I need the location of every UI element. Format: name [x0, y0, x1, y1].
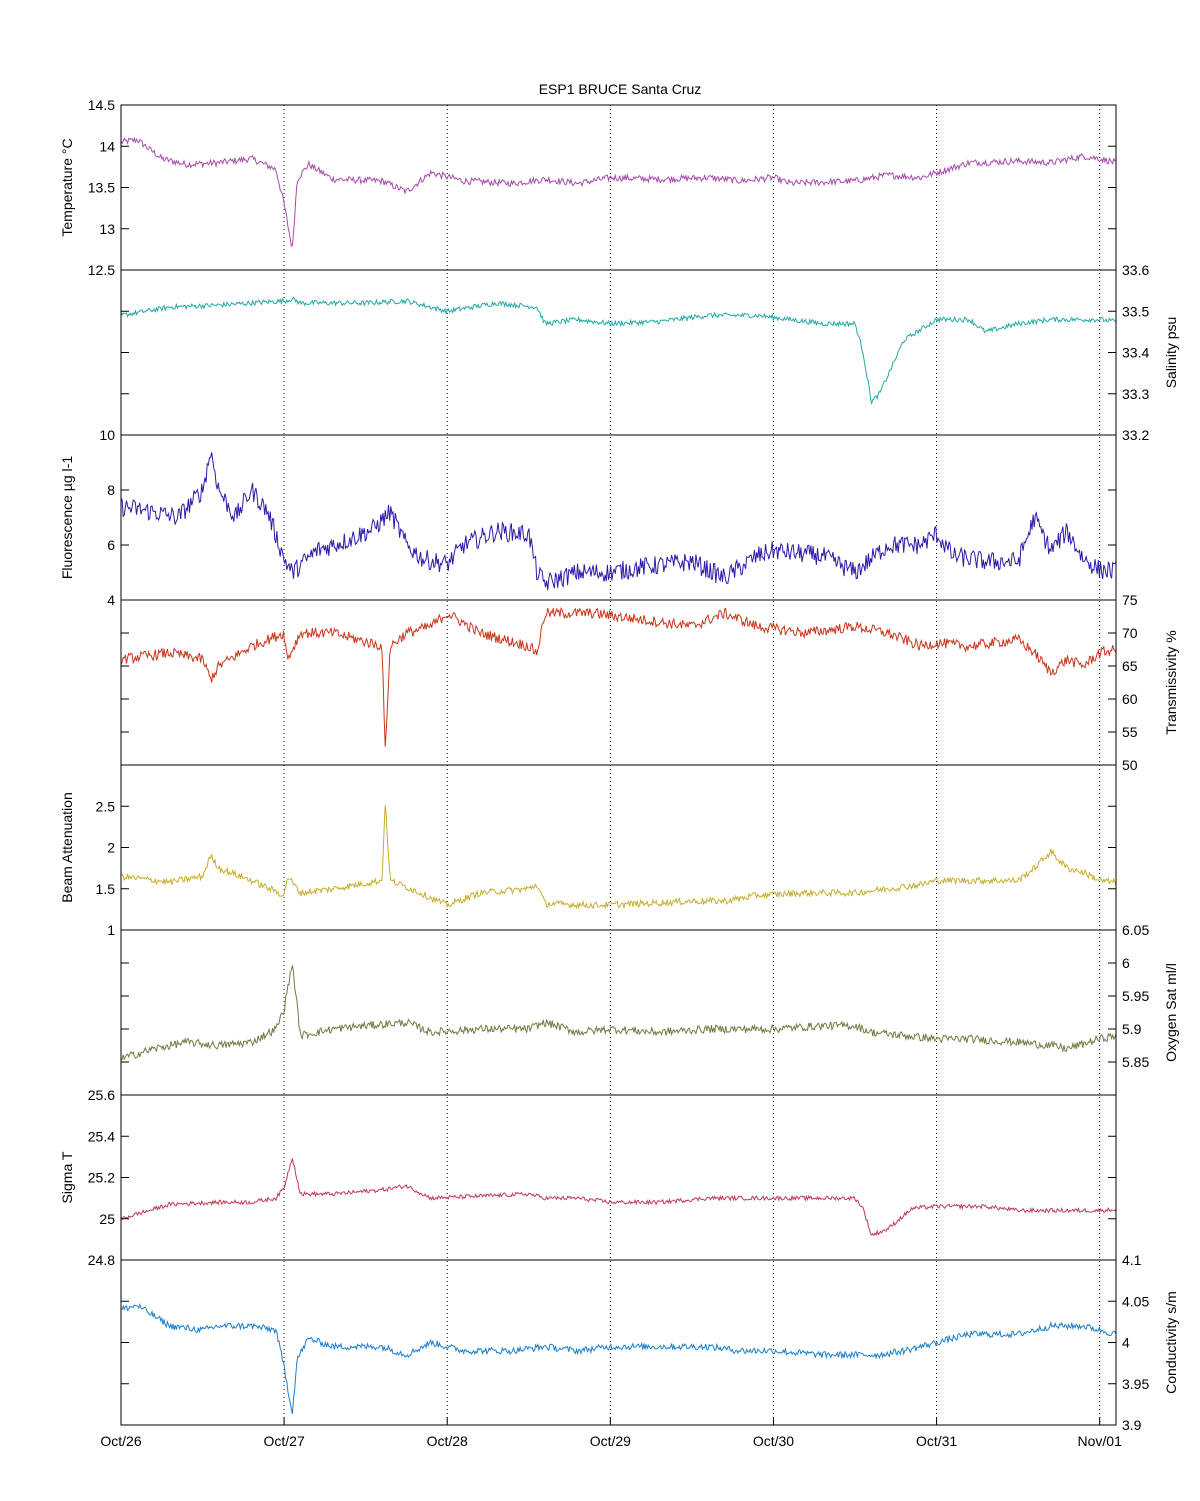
- temperature-y-tick-label: 12.5: [88, 262, 115, 278]
- temperature-series-line: [120, 136, 1117, 247]
- beam_attenuation-y-tick-label: 2: [107, 840, 115, 856]
- x-axis-tick-labels: Oct/26 Oct/27 Oct/28 Oct/29 Oct/30 Oct/31 Nov/…: [100, 1417, 1122, 1449]
- chart-title: ESP1 BRUCE Santa Cruz: [539, 81, 702, 97]
- beam_attenuation-axis-label: Beam Attenuation: [59, 792, 75, 903]
- conductivity-y-tick-label: 3.95: [1122, 1376, 1149, 1392]
- sigma_t-y-tick-label: 25: [99, 1211, 115, 1227]
- conductivity-y-tick-label: 4.05: [1122, 1293, 1149, 1309]
- fluorescence-axis-label: Fluorescence µg l-1: [59, 456, 75, 579]
- sigma_t-series-line: [120, 1158, 1117, 1237]
- temperature-y-tick-label: 14.5: [88, 97, 115, 113]
- beam_attenuation-series-line: [120, 805, 1117, 910]
- x-tick-label: Oct/31: [916, 1433, 957, 1449]
- oxygen-series-line: [120, 965, 1117, 1061]
- transmissivity-y-tick-label: 65: [1122, 658, 1138, 674]
- temperature-axis-label: Temperature °C: [59, 138, 75, 236]
- x-tick-label: Oct/29: [590, 1433, 631, 1449]
- oxygen-y-tick-label: 5.9: [1122, 1021, 1142, 1037]
- conductivity-y-tick-label: 4: [1122, 1335, 1130, 1351]
- transmissivity-y-tick-label: 50: [1122, 757, 1138, 773]
- transmissivity-y-tick-label: 60: [1122, 691, 1138, 707]
- beam_attenuation-y-tick-label: 2.5: [96, 798, 116, 814]
- salinity-y-tick-label: 33.2: [1122, 427, 1149, 443]
- beam_attenuation-y-tick-label: 1.5: [96, 881, 116, 897]
- series-lines: [120, 136, 1117, 1414]
- sigma_t-axis-label: Sigma T: [59, 1151, 75, 1203]
- transmissivity-y-tick-label: 75: [1122, 592, 1138, 608]
- salinity-y-tick-label: 33.4: [1122, 345, 1149, 361]
- salinity-y-tick-label: 33.6: [1122, 262, 1149, 278]
- x-tick-label: Oct/30: [753, 1433, 794, 1449]
- fluorescence-y-tick-label: 4: [107, 592, 115, 608]
- sigma_t-y-tick-label: 25.2: [88, 1170, 115, 1186]
- oxygen-axis-label: Oxygen Sat ml/l: [1163, 963, 1179, 1062]
- fluorescence-y-tick-label: 10: [99, 427, 115, 443]
- temperature-y-tick-label: 13.5: [88, 180, 115, 196]
- transmissivity-y-tick-label: 55: [1122, 724, 1138, 740]
- oxygen-y-tick-label: 6: [1122, 955, 1130, 971]
- beam_attenuation-y-tick-label: 1: [107, 922, 115, 938]
- sigma_t-y-tick-label: 24.8: [88, 1252, 115, 1268]
- fluorescence-y-tick-label: 8: [107, 482, 115, 498]
- conductivity-axis-label: Conductivity s/m: [1163, 1291, 1179, 1394]
- transmissivity-y-tick-label: 70: [1122, 625, 1138, 641]
- temperature-y-tick-label: 14: [99, 138, 115, 154]
- sigma_t-y-tick-label: 25.4: [88, 1128, 115, 1144]
- fluorescence-y-tick-label: 6: [107, 537, 115, 553]
- transmissivity-series-line: [120, 606, 1117, 747]
- salinity-axis-label: Salinity psu: [1163, 317, 1179, 389]
- salinity-y-tick-label: 33.5: [1122, 303, 1149, 319]
- temperature-y-tick-label: 13: [99, 221, 115, 237]
- conductivity-y-tick-label: 4.1: [1122, 1252, 1142, 1268]
- oxygen-y-tick-label: 6.05: [1122, 922, 1149, 938]
- salinity-series-line: [120, 296, 1117, 406]
- x-tick-label: Nov/01: [1078, 1433, 1123, 1449]
- salinity-y-tick-label: 33.3: [1122, 386, 1149, 402]
- x-tick-label: Oct/26: [100, 1433, 141, 1449]
- x-tick-label: Oct/27: [263, 1433, 304, 1449]
- conductivity-series-line: [120, 1302, 1117, 1414]
- fluorescence-series-line: [120, 452, 1117, 591]
- conductivity-y-tick-label: 3.9: [1122, 1417, 1142, 1433]
- oxygen-y-tick-label: 5.95: [1122, 988, 1149, 1004]
- oxygen-y-tick-label: 5.85: [1122, 1054, 1149, 1070]
- x-tick-label: Oct/28: [427, 1433, 468, 1449]
- sigma_t-y-tick-label: 25.6: [88, 1087, 115, 1103]
- transmissivity-axis-label: Transmissivity %: [1163, 630, 1179, 735]
